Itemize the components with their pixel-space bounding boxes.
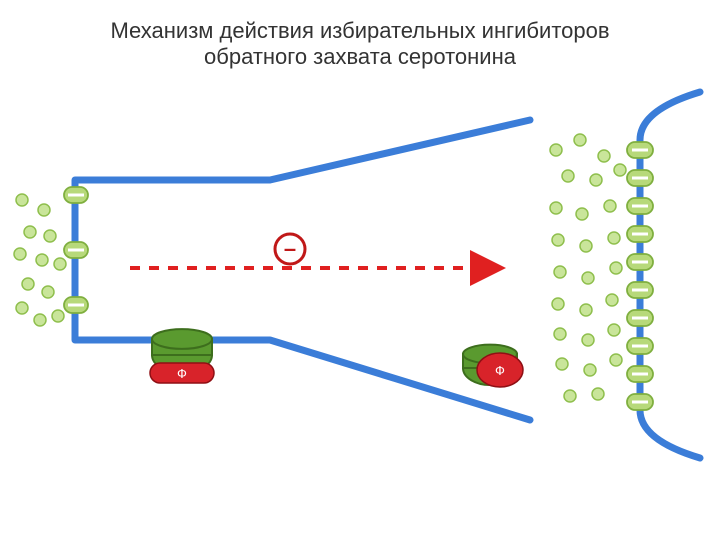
nt-left-7 — [22, 278, 34, 290]
nt-cleft-2 — [598, 150, 610, 162]
nt-cleft-11 — [608, 232, 620, 244]
nt-left-10 — [34, 314, 46, 326]
nt-cleft-23 — [610, 354, 622, 366]
nt-cleft-19 — [582, 334, 594, 346]
diagram-svg: – Ф Ф — [0, 0, 720, 540]
nt-cleft-14 — [610, 262, 622, 274]
mao-blocker-label: Ф — [177, 366, 187, 381]
nt-cleft-17 — [606, 294, 618, 306]
nt-left-6 — [54, 258, 66, 270]
inhibit-minus: – — [284, 236, 296, 261]
nt-cleft-12 — [554, 266, 566, 278]
nt-cleft-8 — [604, 200, 616, 212]
nt-cleft-21 — [556, 358, 568, 370]
nt-cleft-16 — [580, 304, 592, 316]
nt-left-1 — [38, 204, 50, 216]
nt-cleft-20 — [608, 324, 620, 336]
nt-cleft-13 — [582, 272, 594, 284]
nt-left-5 — [36, 254, 48, 266]
nt-cleft-7 — [576, 208, 588, 220]
nt-left-8 — [42, 286, 54, 298]
nt-cleft-3 — [562, 170, 574, 182]
nt-left-0 — [16, 194, 28, 206]
nt-cleft-0 — [550, 144, 562, 156]
nt-left-2 — [24, 226, 36, 238]
nt-cleft-9 — [552, 234, 564, 246]
nt-cleft-10 — [580, 240, 592, 252]
nt-left-11 — [52, 310, 64, 322]
nt-cleft-25 — [592, 388, 604, 400]
nt-cleft-4 — [590, 174, 602, 186]
nt-cleft-18 — [554, 328, 566, 340]
nt-cleft-22 — [584, 364, 596, 376]
mao-top — [152, 329, 212, 349]
nt-cleft-6 — [550, 202, 562, 214]
nt-cleft-5 — [614, 164, 626, 176]
nt-cleft-24 — [564, 390, 576, 402]
nt-left-4 — [14, 248, 26, 260]
nt-left-3 — [44, 230, 56, 242]
nt-cleft-1 — [574, 134, 586, 146]
sert-blocker-label: Ф — [495, 363, 505, 378]
nt-cleft-15 — [552, 298, 564, 310]
nt-left-9 — [16, 302, 28, 314]
